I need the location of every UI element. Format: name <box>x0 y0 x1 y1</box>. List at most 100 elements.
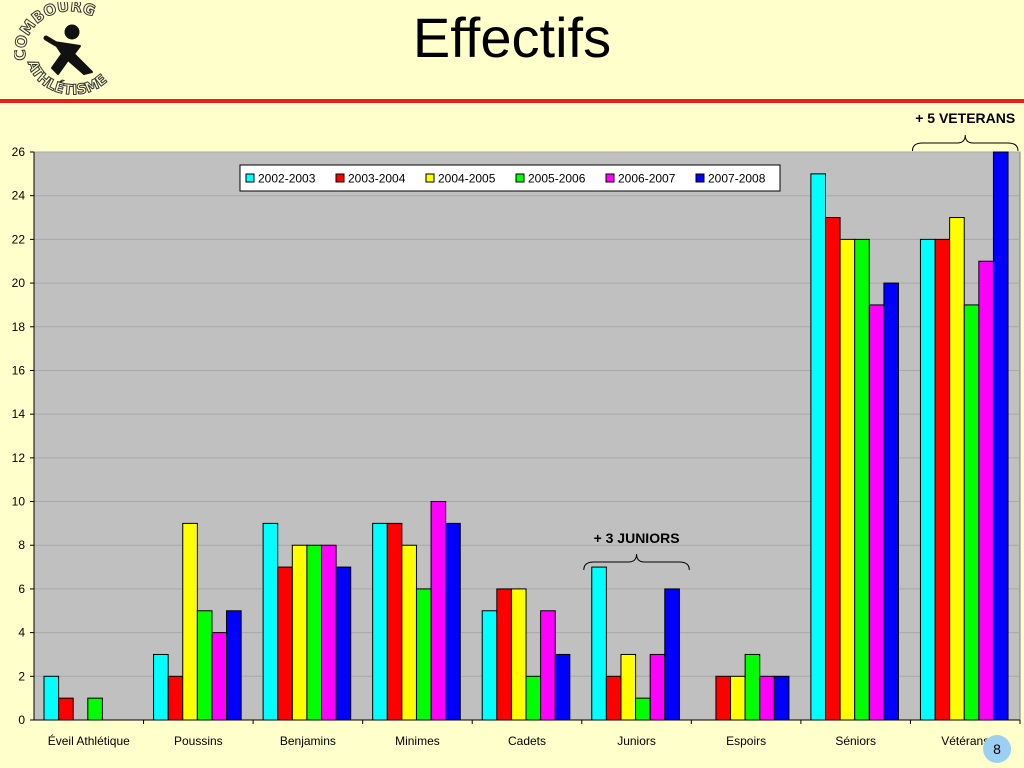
slide-title: Effectifs <box>412 6 612 69</box>
page-number-badge: 8 <box>983 735 1011 763</box>
bar-2004-2005-Séniors <box>839 238 856 721</box>
bar-2007-2008-Cadets <box>554 653 571 721</box>
bar-2007-2008-Vétérans <box>992 151 1009 721</box>
y-tick-label: 0 <box>18 713 25 727</box>
legend-swatch <box>605 173 615 183</box>
axes <box>33 152 1020 721</box>
bar-2002-2003-Benjamins <box>262 522 279 721</box>
bar-2007-2008-Poussins <box>226 610 242 721</box>
bar-2006-2007-Vétérans <box>978 260 994 721</box>
bar-2006-2007-Cadets <box>540 610 556 721</box>
y-tick-label: 26 <box>12 145 26 159</box>
y-tick-label: 8 <box>18 538 25 552</box>
y-tick-label: 24 <box>12 189 26 203</box>
annotation-brace <box>583 553 690 571</box>
bar-2004-2005-Vétérans <box>949 217 965 721</box>
x-tick-label: Vétérans <box>941 734 989 748</box>
bar-2005-2006-Minimes <box>415 588 432 721</box>
legend-entry: 2002-2003 <box>258 172 316 186</box>
bar-2005-2006-Éveil Athlétique <box>87 697 103 721</box>
bar-2002-2003-Vétérans <box>919 238 936 721</box>
y-tick-label: 6 <box>18 582 25 596</box>
annotations: + 3 JUNIORS + 5 VETERANS <box>583 110 1019 571</box>
y-tick-label: 16 <box>12 363 26 377</box>
bar-2002-2003-Juniors <box>591 566 607 721</box>
y-tick-label: 22 <box>12 232 26 246</box>
bar-2007-2008-Séniors <box>883 282 899 721</box>
bar-2007-2008-Benjamins <box>335 566 352 721</box>
legend-entry: 2007-2008 <box>708 172 766 186</box>
bar-2007-2008-Minimes <box>445 522 461 721</box>
legend-entry: 2005-2006 <box>528 172 586 186</box>
legend-entry: 2004-2005 <box>438 172 496 186</box>
bar-2004-2005-Benjamins <box>291 544 308 721</box>
bar-2002-2003-Éveil Athlétique <box>43 675 60 721</box>
bar-2002-2003-Cadets <box>481 610 498 721</box>
bar-2004-2005-Espoirs <box>730 675 746 721</box>
bar-2005-2006-Juniors <box>635 697 651 721</box>
annotation-label: + 3 JUNIORS <box>594 530 680 546</box>
annotation-brace <box>911 134 1019 152</box>
legend-swatch <box>335 173 345 183</box>
bar-2003-2004-Poussins <box>167 675 184 721</box>
x-tick-label: Éveil Athlétique <box>48 733 130 748</box>
bar-2006-2007-Séniors <box>868 304 885 721</box>
bar-2006-2007-Poussins <box>211 632 228 721</box>
bar-2002-2003-Minimes <box>372 522 388 721</box>
bar-2005-2006-Benjamins <box>306 544 323 721</box>
bar-2004-2005-Minimes <box>401 544 417 721</box>
x-tick-label: Cadets <box>508 734 546 748</box>
bar-2003-2004-Espoirs <box>715 675 732 721</box>
bar-2003-2004-Juniors <box>605 675 622 721</box>
bar-2005-2006-Espoirs <box>744 653 761 721</box>
legend-swatch <box>695 173 705 183</box>
bar-2002-2003-Séniors <box>810 173 826 721</box>
bar-2004-2005-Juniors <box>620 653 637 721</box>
y-tick-label: 4 <box>18 626 25 640</box>
bar-2003-2004-Éveil Athlétique <box>58 697 74 721</box>
y-tick-label: 10 <box>12 495 26 509</box>
runner-icon <box>43 24 93 75</box>
legend-swatch <box>425 173 435 183</box>
bar-2006-2007-Minimes <box>430 501 447 721</box>
bar-2003-2004-Vétérans <box>934 238 951 721</box>
bar-2005-2006-Vétérans <box>963 304 980 721</box>
bar-2007-2008-Espoirs <box>773 675 790 721</box>
y-tick-label: 12 <box>12 451 26 465</box>
bar-2005-2006-Séniors <box>854 238 870 721</box>
title-rule <box>0 99 1024 103</box>
x-tick-label: Séniors <box>835 734 876 748</box>
bar-2005-2006-Cadets <box>525 675 542 721</box>
legend: 2002-2003 2003-2004 2004-2005 2005-2006 2006… <box>239 164 781 192</box>
bar-2002-2003-Poussins <box>153 653 169 721</box>
legend-entry: 2006-2007 <box>618 172 676 186</box>
legend-swatch <box>515 173 525 183</box>
legend-box <box>239 164 781 192</box>
bar-2004-2005-Cadets <box>510 588 527 721</box>
legend-entry: 2003-2004 <box>348 172 406 186</box>
bar-2003-2004-Cadets <box>496 588 512 721</box>
bar-2005-2006-Poussins <box>196 610 213 721</box>
y-tick-label: 14 <box>12 407 26 421</box>
y-tick-label: 2 <box>18 669 25 683</box>
club-logo: COMBOURG ATHLÉTISME <box>14 2 111 98</box>
x-tick-label: Espoirs <box>726 734 766 748</box>
x-tick-label: Benjamins <box>280 734 336 748</box>
bar-2006-2007-Benjamins <box>321 544 337 721</box>
bar-2003-2004-Benjamins <box>277 566 293 721</box>
x-tick-label: Poussins <box>174 734 223 748</box>
x-tick-label: Minimes <box>395 734 440 748</box>
bar-2006-2007-Espoirs <box>759 675 775 721</box>
bar-2007-2008-Juniors <box>664 588 680 721</box>
bar-2006-2007-Juniors <box>649 653 666 721</box>
annotation-label: + 5 VETERANS <box>915 110 1015 126</box>
y-tick-label: 20 <box>12 276 26 290</box>
bar-2003-2004-Minimes <box>386 522 403 721</box>
legend-swatch <box>245 173 255 183</box>
y-tick-label: 18 <box>12 320 26 334</box>
bar-2004-2005-Poussins <box>182 522 198 721</box>
x-tick-label: Juniors <box>617 734 656 748</box>
x-axis-ticks: Éveil Athlétique Poussins Benjamins Minimes… <box>48 720 1021 748</box>
bar-2003-2004-Séniors <box>824 217 841 721</box>
